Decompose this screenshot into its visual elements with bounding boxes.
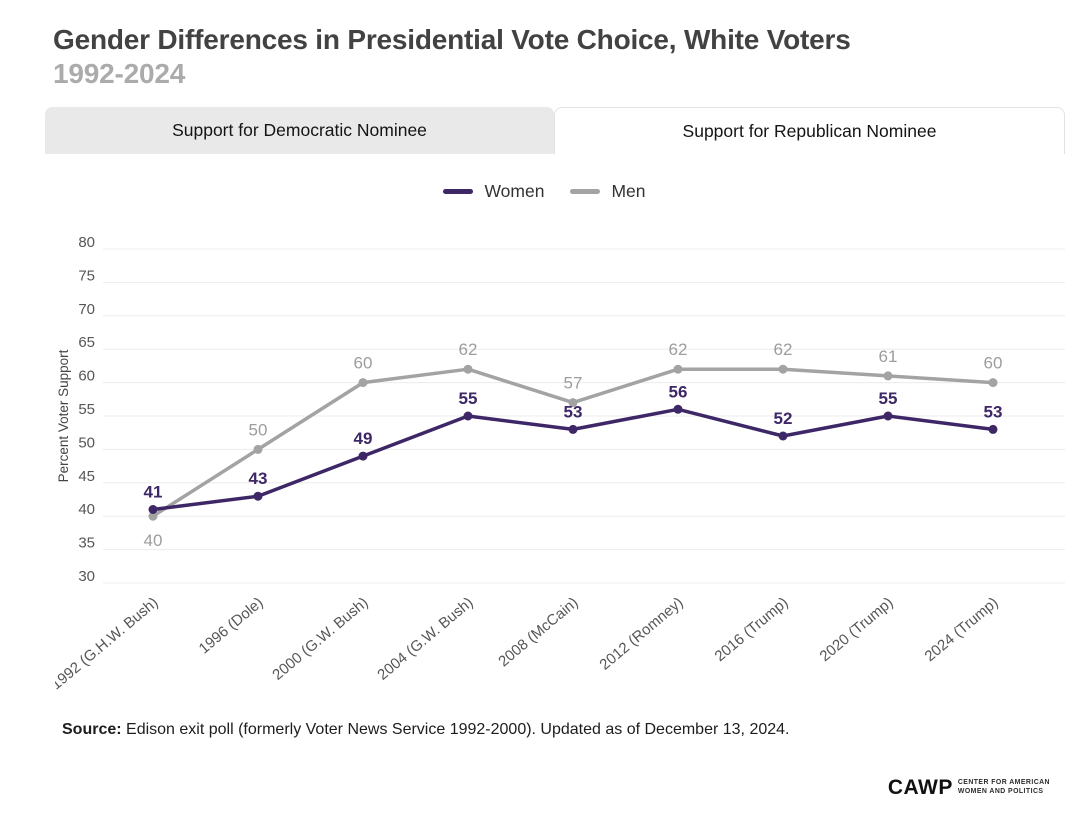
women-data-label: 43: [249, 469, 268, 488]
women-data-label: 49: [354, 429, 373, 448]
men-point: [358, 378, 368, 388]
women-point: [778, 431, 788, 441]
men-data-label: 62: [774, 340, 793, 359]
x-tick-label: 1992 (G.H.W. Bush): [55, 594, 162, 693]
y-tick-label: 30: [78, 568, 95, 585]
men-point: [253, 444, 263, 454]
x-tick-label: 2024 (Trump): [921, 594, 1001, 665]
y-tick-label: 40: [78, 501, 95, 518]
men-data-label: 50: [249, 420, 268, 439]
men-point: [568, 398, 578, 408]
men-data-label: 40: [144, 531, 163, 550]
women-data-label: 56: [669, 382, 688, 401]
x-tick-label: 2004 (G.W. Bush): [374, 594, 476, 684]
men-point: [778, 364, 788, 374]
tab-republican-nominee[interactable]: Support for Republican Nominee: [554, 107, 1065, 154]
women-data-label: 55: [459, 389, 478, 408]
women-point: [673, 404, 683, 414]
women-point: [988, 424, 998, 434]
source-note: Source: Edison exit poll (formerly Voter…: [62, 721, 789, 739]
page-subtitle: 1992-2024: [53, 58, 186, 89]
cawp-logo-acronym: CAWP: [887, 776, 953, 799]
men-point: [463, 364, 473, 374]
men-point: [673, 364, 683, 374]
y-tick-label: 55: [78, 401, 95, 418]
tab-bar: Support for Democratic Nominee Support f…: [45, 107, 1065, 154]
y-tick-label: 70: [78, 301, 95, 318]
men-data-label: 61: [879, 347, 898, 366]
women-point: [463, 411, 473, 421]
men-data-label: 57: [564, 374, 583, 393]
line-chart: 30 35 40 45 50 55 60 65 70 75 80 Percent Voter Supp…: [55, 234, 1065, 693]
y-axis-title: Percent Voter Support: [56, 349, 71, 482]
source-text: Edison exit poll (formerly Voter News Se…: [121, 721, 790, 738]
men-point: [148, 511, 158, 521]
x-tick-label: 2016 (Trump): [711, 594, 791, 665]
women-data-label: 41: [144, 483, 163, 502]
y-tick-label: 75: [78, 267, 95, 284]
women-point: [253, 491, 263, 501]
men-point: [988, 378, 998, 388]
y-tick-label: 80: [78, 234, 95, 251]
tab-democratic-nominee[interactable]: Support for Democratic Nominee: [45, 107, 554, 154]
women-data-label: 53: [564, 402, 583, 421]
y-tick-label: 60: [78, 368, 95, 385]
cawp-logo-line2: WOMEN AND POLITICS: [957, 788, 1044, 795]
men-data-label: 62: [669, 340, 688, 359]
chart-legend: Women Men: [0, 181, 1089, 202]
cawp-logo: CAWP CENTER FOR AMERICAN WOMEN AND POLIT…: [888, 776, 1050, 800]
page-title: Gender Differences in Presidential Vote …: [53, 24, 851, 55]
y-tick-label: 50: [78, 434, 95, 451]
women-point: [568, 424, 578, 434]
legend-item-women: Women: [443, 181, 544, 202]
women-data-label: 53: [984, 402, 1003, 421]
x-tick-label: 1996 (Dole): [196, 594, 267, 657]
cawp-logo-text: CENTER FOR AMERICAN WOMEN AND POLITICS: [958, 779, 1050, 797]
cawp-logo-line1: CENTER FOR AMERICAN: [957, 779, 1050, 787]
legend-label-men: Men: [611, 181, 646, 201]
women-line-swatch-icon: [443, 189, 474, 194]
men-data-label: 60: [984, 354, 1003, 373]
y-tick-label: 45: [78, 468, 95, 485]
y-tick-label: 35: [78, 535, 95, 552]
women-point: [883, 411, 893, 421]
x-tick-label: 2012 (Romney): [596, 594, 686, 673]
women-data-label: 55: [879, 389, 898, 408]
x-tick-label: 2008 (McCain): [495, 594, 581, 670]
men-line-swatch-icon: [570, 189, 601, 194]
x-tick-label: 2020 (Trump): [816, 594, 896, 665]
source-label: Source:: [62, 721, 122, 738]
men-data-label: 62: [459, 340, 478, 359]
men-data-label: 60: [354, 354, 373, 373]
women-data-label: 52: [774, 409, 793, 428]
legend-label-women: Women: [484, 181, 545, 201]
x-tick-label: 2000 (G.W. Bush): [269, 594, 371, 684]
women-point: [148, 505, 158, 514]
legend-item-men: Men: [570, 181, 646, 202]
women-point: [358, 451, 368, 461]
y-tick-label: 65: [78, 334, 95, 351]
women-line: [151, 407, 995, 512]
men-point: [883, 371, 893, 381]
